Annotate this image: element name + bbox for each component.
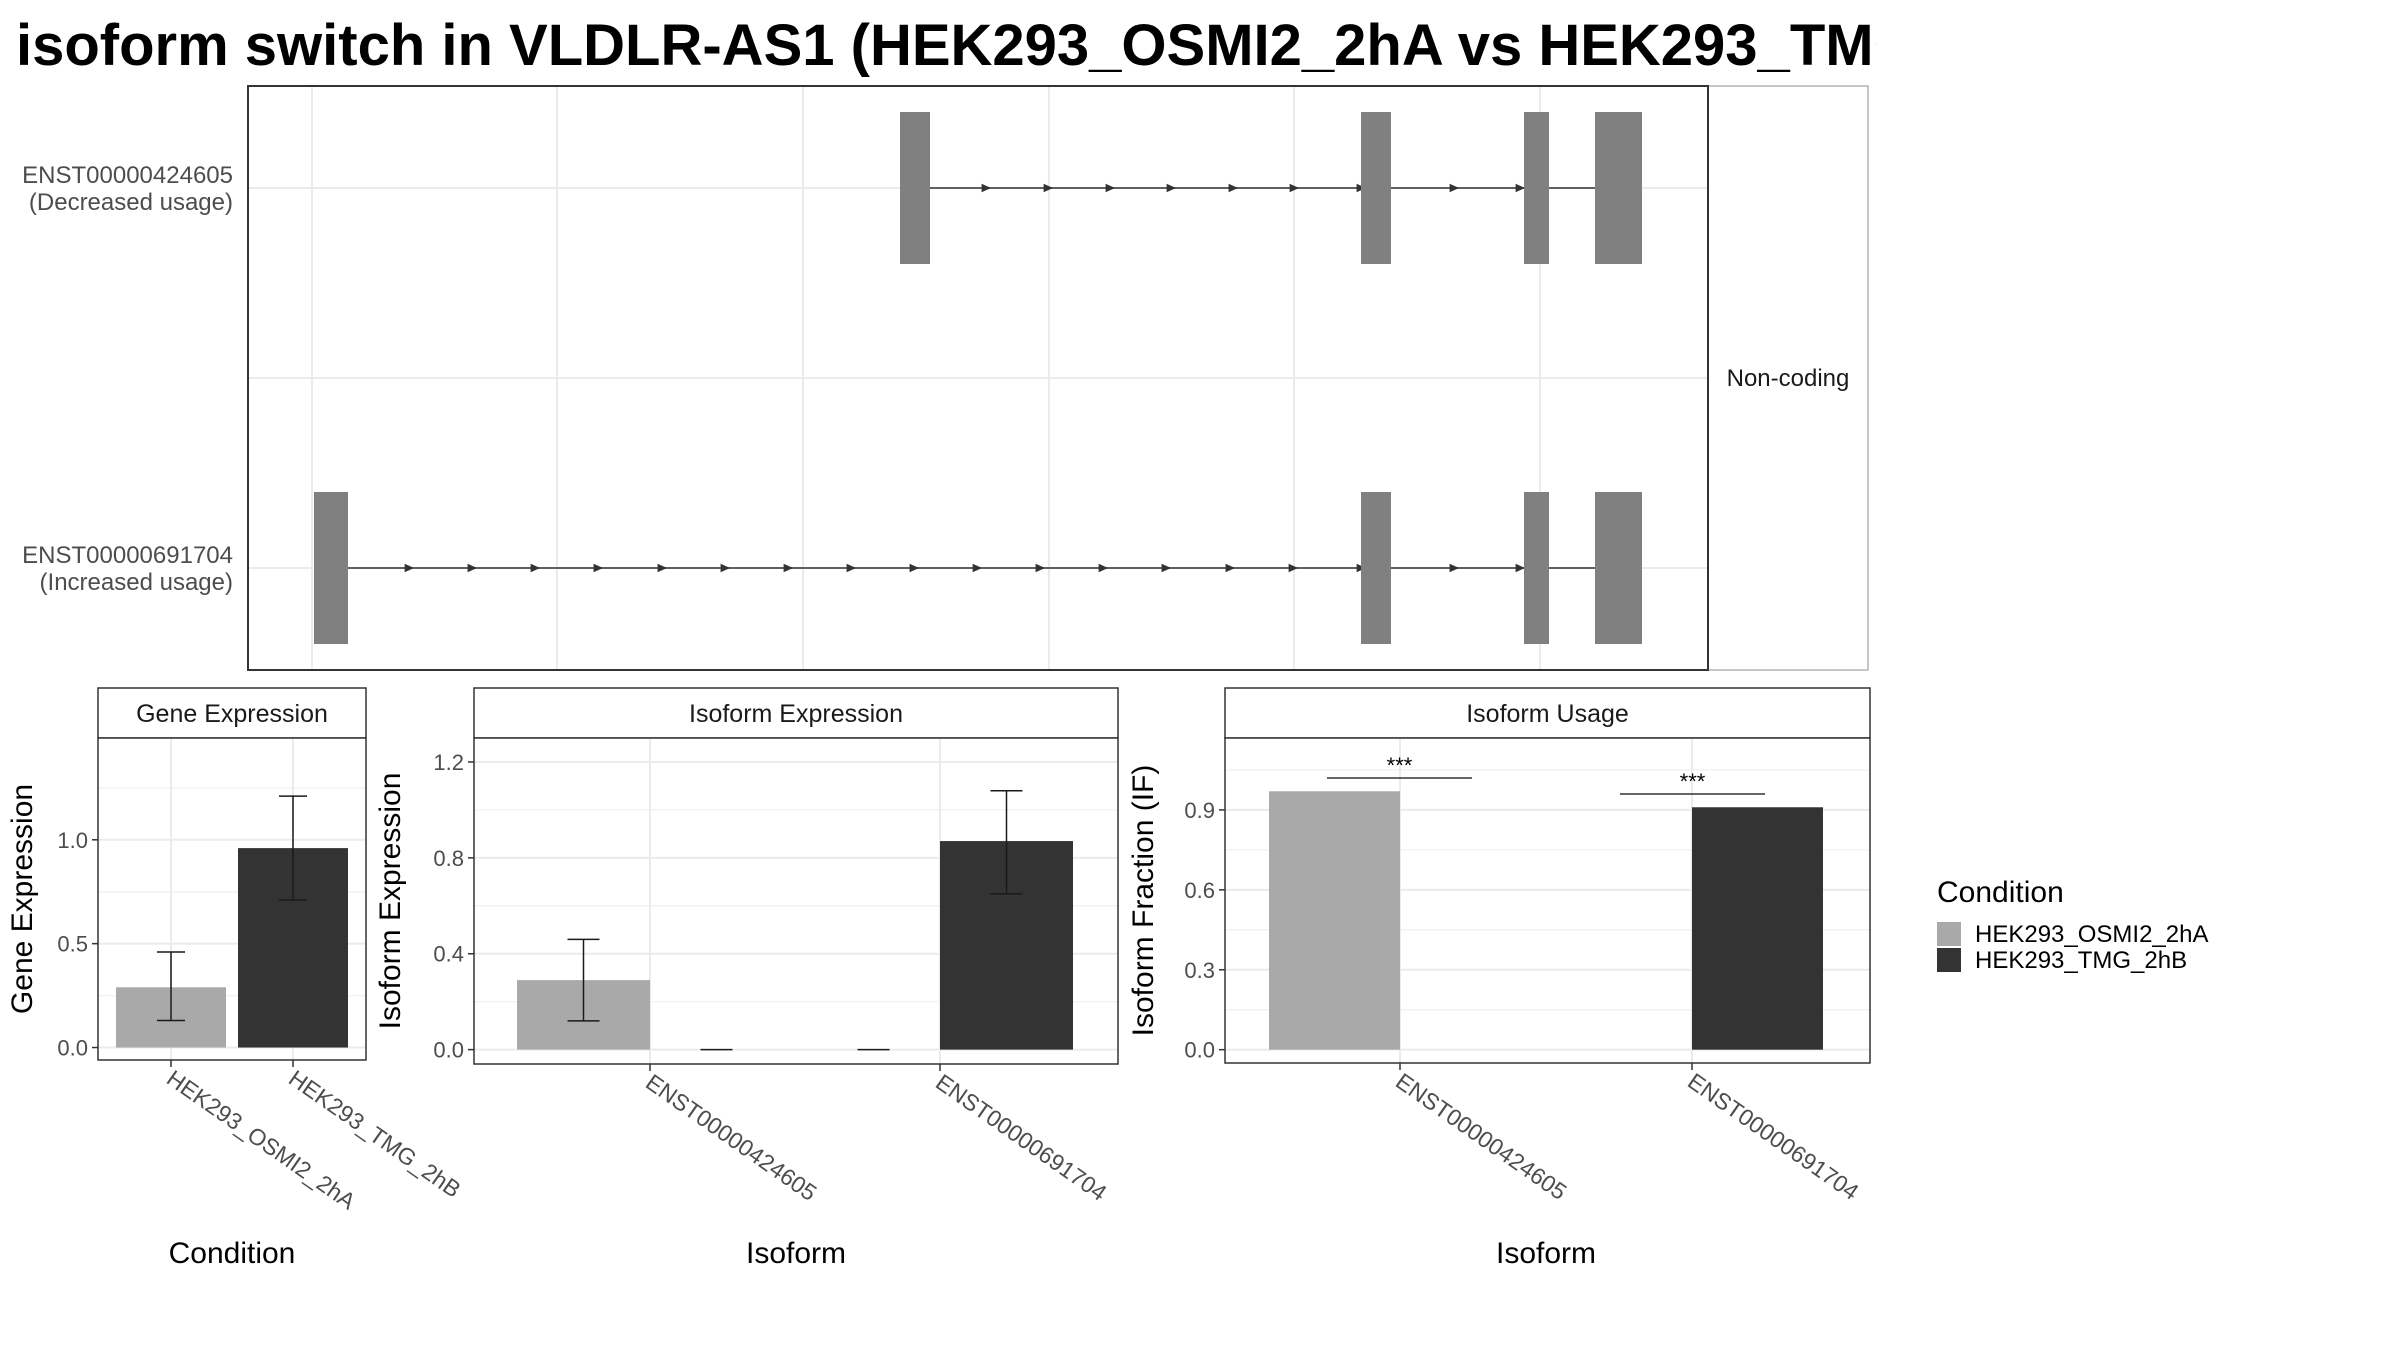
significance-label: *** <box>1680 769 1706 794</box>
y-tick-label: 0.3 <box>1184 958 1215 983</box>
y-tick-label: 0.9 <box>1184 798 1215 823</box>
panel-strip-title: Gene Expression <box>136 700 328 728</box>
isoform-id-label: ENST00000691704 <box>22 542 233 569</box>
panel-border <box>247 85 1709 671</box>
isoform-id-label: ENST00000424605 <box>22 162 233 189</box>
strip-background <box>1224 687 1871 739</box>
facet-label-noncoding: Non-coding <box>1727 365 1850 392</box>
panel-border <box>473 737 1119 1065</box>
significance-label: *** <box>1387 753 1413 778</box>
x-axis-title: Isoform <box>1496 1237 1596 1270</box>
y-axis-title: Isoform Fraction (IF) <box>1127 765 1160 1037</box>
strip-background <box>473 687 1119 739</box>
panel-strip-title: Isoform Usage <box>1466 700 1629 728</box>
bar <box>1692 807 1823 1050</box>
x-tick-label: ENST00000424605 <box>641 1069 821 1206</box>
legend-swatch <box>1937 922 1961 946</box>
x-tick-label: ENST00000424605 <box>1391 1068 1571 1205</box>
y-axis-title: Gene Expression <box>6 784 39 1014</box>
exon-block <box>314 492 348 644</box>
exon-block <box>1361 112 1391 264</box>
y-tick-label: 0.4 <box>433 942 464 967</box>
y-tick-label: 0.0 <box>433 1038 464 1063</box>
transcript-structure-panel: ENST00000424605(Decreased usage) ENST0000… <box>22 85 1869 671</box>
y-tick-label: 0.5 <box>57 932 88 957</box>
figure-title: isoform switch in VLDLR-AS1 (HEK293_OSMI… <box>16 13 1876 78</box>
legend-swatch <box>1937 948 1961 972</box>
isoform-usage-note: (Decreased usage) <box>29 189 233 216</box>
exon-block <box>1595 492 1642 644</box>
strip-background <box>97 687 367 739</box>
panel-isoform-expression: Isoform Expression 0.0 0.4 0.8 1.2 ENST000004… <box>374 687 1119 1270</box>
exon-block <box>1595 112 1642 264</box>
bar <box>1269 791 1400 1050</box>
y-tick-label: 1.0 <box>57 828 88 853</box>
isoform-usage-note: (Increased usage) <box>40 569 233 596</box>
exon-block <box>900 112 930 264</box>
exon-block <box>1524 492 1549 644</box>
legend-label: HEK293_TMG_2hB <box>1975 947 2187 974</box>
panel-border <box>1224 737 1871 1064</box>
y-tick-label: 0.0 <box>57 1036 88 1061</box>
exon-block <box>1524 112 1549 264</box>
legend-label: HEK293_OSMI2_2hA <box>1975 921 2208 948</box>
y-tick-label: 0.8 <box>433 846 464 871</box>
y-tick-label: 0.6 <box>1184 878 1215 903</box>
y-tick-label: 1.2 <box>433 750 464 775</box>
exon-block <box>1361 492 1391 644</box>
x-tick-label: ENST00000691704 <box>931 1069 1112 1206</box>
panel-border <box>97 737 367 1061</box>
x-axis-title: Condition <box>169 1237 296 1270</box>
panel-strip-title: Isoform Expression <box>689 700 903 728</box>
x-tick-label: ENST00000691704 <box>1683 1068 1864 1205</box>
y-tick-label: 0.0 <box>1184 1038 1215 1063</box>
panel-isoform-usage: Isoform Usage 0.0 0.3 0.6 0.9 *** *** ENST00000… <box>1127 687 1871 1270</box>
x-axis-title: Isoform <box>746 1237 846 1270</box>
expression-panels: Gene Expression0.00.51.0HEK293_OSMI2_2hA… <box>6 687 1871 1270</box>
y-axis-title: Isoform Expression <box>374 773 407 1030</box>
legend-title: Condition <box>1937 876 2064 909</box>
